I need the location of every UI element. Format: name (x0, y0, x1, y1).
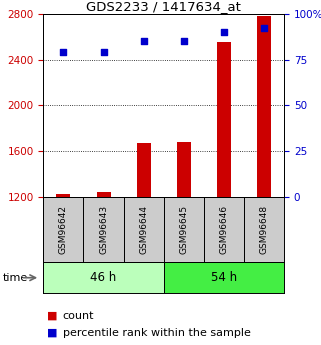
Text: ■: ■ (47, 311, 57, 321)
Text: GSM96645: GSM96645 (179, 205, 188, 254)
Bar (204, 197, 244, 262)
Bar (43, 262, 164, 293)
Text: GSM96644: GSM96644 (139, 205, 148, 254)
Bar (43, 197, 83, 262)
Text: 54 h: 54 h (211, 271, 237, 284)
Text: time: time (3, 273, 29, 283)
Text: GSM96648: GSM96648 (259, 205, 269, 254)
Point (61, 49, 66, 55)
Point (181, 38, 186, 44)
Bar (177, 141, 191, 197)
Bar (83, 197, 124, 262)
Point (261, 26, 266, 31)
Bar (97, 191, 110, 197)
Title: GDS2233 / 1417634_at: GDS2233 / 1417634_at (86, 0, 241, 13)
Point (141, 38, 146, 44)
Point (101, 49, 106, 55)
Text: count: count (63, 311, 94, 321)
Bar (124, 197, 164, 262)
Bar (257, 16, 271, 197)
Text: percentile rank within the sample: percentile rank within the sample (63, 328, 250, 338)
Text: GSM96646: GSM96646 (219, 205, 229, 254)
Bar (137, 143, 151, 197)
Bar (164, 197, 204, 262)
Bar (244, 197, 284, 262)
Bar (164, 262, 284, 293)
Text: ■: ■ (47, 328, 57, 338)
Text: GSM96643: GSM96643 (99, 205, 108, 254)
Bar (56, 194, 70, 197)
Text: 46 h: 46 h (91, 271, 117, 284)
Text: GSM96642: GSM96642 (59, 205, 68, 254)
Bar (217, 42, 231, 197)
Point (221, 29, 226, 35)
